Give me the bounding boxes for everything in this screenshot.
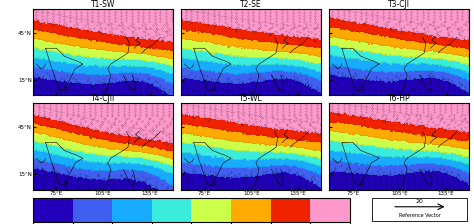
Title: T5-WL: T5-WL xyxy=(239,94,263,103)
Title: T2-SE: T2-SE xyxy=(240,0,262,9)
Title: T4-CJII: T4-CJII xyxy=(91,94,115,103)
Title: T6-HP: T6-HP xyxy=(388,94,410,103)
FancyBboxPatch shape xyxy=(373,198,467,221)
Title: T1-SW: T1-SW xyxy=(91,0,115,9)
Text: 20: 20 xyxy=(416,200,424,205)
Text: Reference Vector: Reference Vector xyxy=(399,213,441,218)
Title: T3-CJI: T3-CJI xyxy=(388,0,410,9)
